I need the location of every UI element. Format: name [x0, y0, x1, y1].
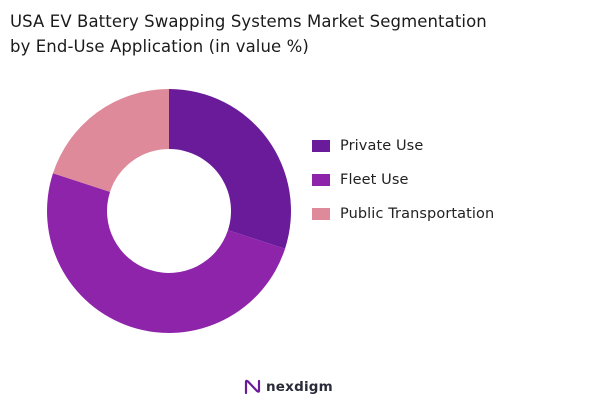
legend-swatch-fleet-use [312, 174, 330, 186]
chart-title-line-1: USA EV Battery Swapping Systems Market S… [10, 12, 487, 31]
legend-label-public-transportation: Public Transportation [340, 206, 495, 222]
donut-slice-private-use[interactable] [169, 89, 291, 249]
legend-item-public-transportation[interactable]: Public Transportation [312, 204, 494, 224]
legend-swatch-private-use [312, 140, 330, 152]
legend-label-private-use: Private Use [340, 138, 424, 154]
donut-slice-public-transportation[interactable] [52, 89, 170, 192]
chart-title-line-2: by End-Use Application (in value %) [10, 37, 309, 56]
legend-swatch-public-transportation [312, 208, 330, 220]
chart-title: USA EV Battery Swapping Systems Market S… [10, 9, 570, 59]
legend-item-fleet-use[interactable]: Fleet Use [312, 170, 409, 190]
brand-name: nexdigm [266, 379, 333, 395]
nexdigm-logo-icon [244, 379, 261, 395]
legend-label-fleet-use: Fleet Use [340, 172, 409, 188]
donut-slice-fleet-use[interactable] [47, 173, 286, 333]
brand-logo: nexdigm [244, 377, 333, 397]
legend-item-private-use[interactable]: Private Use [312, 136, 423, 156]
